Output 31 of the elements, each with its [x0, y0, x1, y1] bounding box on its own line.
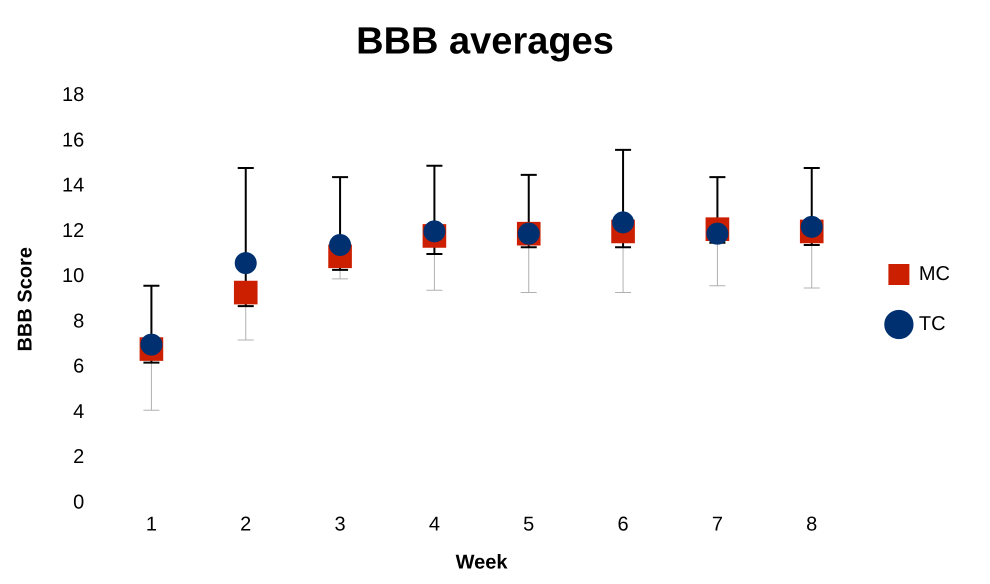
x-axis-title: Week — [456, 552, 508, 574]
legend-label: MC — [918, 263, 950, 286]
x-tick-label: 4 — [428, 514, 440, 536]
point — [234, 280, 258, 304]
y-tick-label: 18 — [62, 84, 84, 106]
point — [706, 222, 728, 245]
x-tick-label: 7 — [712, 514, 723, 536]
point — [423, 220, 446, 242]
chart-title: BBB averages — [356, 20, 614, 62]
x-tick-label: 6 — [618, 514, 629, 536]
point — [329, 234, 352, 256]
x-tick-label: 1 — [146, 514, 157, 536]
point — [140, 334, 162, 356]
x-tick-label: 2 — [240, 514, 252, 536]
y-tick-label: 12 — [62, 220, 84, 242]
y-tick-label: 2 — [73, 446, 84, 468]
point — [612, 211, 634, 234]
point — [234, 252, 257, 274]
y-tick-label: 4 — [73, 400, 84, 423]
legend-label: TC — [918, 313, 946, 336]
y-tick-label: 6 — [73, 356, 84, 378]
y-tick-label: 10 — [62, 265, 84, 288]
y-tick-label: 16 — [62, 129, 84, 152]
x-tick-label: 5 — [523, 514, 534, 536]
y-tick-label: 8 — [73, 310, 84, 332]
y-tick-label: 14 — [62, 174, 84, 197]
point — [800, 216, 823, 238]
x-tick-label: 8 — [806, 514, 818, 536]
y-tick-label: 0 — [73, 492, 84, 514]
y-axis-title: BBB Score — [14, 247, 37, 352]
x-tick-label: 3 — [334, 514, 346, 536]
